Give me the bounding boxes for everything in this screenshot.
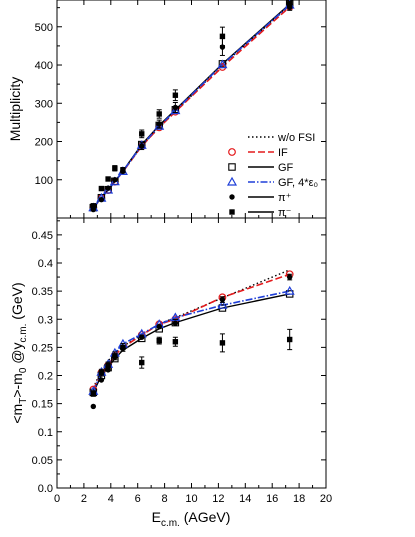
data-point-piplus bbox=[112, 177, 118, 183]
y-tick-label: 0.3 bbox=[38, 314, 53, 326]
legend-label-GF: GF bbox=[278, 162, 294, 174]
data-point-piminus bbox=[105, 176, 111, 182]
legend-label-wofsi: w/o FSI bbox=[277, 132, 315, 144]
data-point-piminus bbox=[156, 337, 162, 344]
legend-marker-GF4 bbox=[226, 176, 238, 186]
data-point-piplus bbox=[98, 377, 105, 383]
series-line-IF bbox=[92, 6, 291, 209]
data-point-piplus bbox=[172, 320, 179, 326]
marker-GF4 bbox=[170, 105, 181, 115]
mean-transverse-mass-panel: 0.0 0.05 0.1 0.15 0.2 0.25 0.3 0.35 0.4 0.45 0 2 4 6 8… bbox=[32, 217, 332, 505]
y-tick-label: 100 bbox=[35, 175, 53, 187]
x-tick-label: 8 bbox=[162, 493, 168, 505]
data-point-piminus bbox=[172, 339, 179, 345]
data-point-piminus bbox=[112, 165, 118, 171]
data-point-piminus bbox=[219, 33, 226, 40]
data-point-piminus bbox=[105, 362, 111, 369]
legend-label-piplus: π⁺ bbox=[278, 192, 292, 204]
multiplicity-panel: 100 200 300 400 500 bbox=[35, 0, 327, 219]
marker-GF4 bbox=[284, 285, 295, 295]
marker-GF4 bbox=[217, 299, 228, 309]
y-tick-label: 500 bbox=[35, 22, 53, 34]
x-tick-label: 18 bbox=[293, 493, 305, 505]
data-point-piminus bbox=[219, 340, 226, 346]
x-tick-label: 6 bbox=[135, 493, 141, 505]
y-tick-label: 400 bbox=[35, 60, 53, 72]
data-point-piminus bbox=[90, 203, 97, 209]
data-point-piminus bbox=[156, 111, 162, 117]
marker-GF4 bbox=[217, 59, 228, 69]
series-line-wofsi bbox=[92, 5, 291, 209]
legend-entry-wofsi: w/o FSI bbox=[248, 132, 315, 144]
legend-entry-IF: IF bbox=[228, 147, 288, 159]
y-tick-label: 0.2 bbox=[38, 371, 53, 383]
data-point-piminus bbox=[90, 390, 97, 397]
y-tick-label: 0.1 bbox=[38, 427, 53, 439]
y-tick-label: 200 bbox=[35, 137, 53, 149]
y-tick-label: 300 bbox=[35, 98, 53, 110]
legend-marker-GF bbox=[228, 163, 236, 171]
legend-label-GF4: GF, 4*ε₀ bbox=[278, 177, 318, 189]
y-tick-label: 0.25 bbox=[32, 342, 53, 354]
legend-entry-piplus: π⁺ bbox=[229, 192, 292, 204]
series-line-GF4 bbox=[92, 4, 291, 209]
legend-marker-piminus bbox=[229, 209, 235, 215]
data-point-piminus bbox=[139, 131, 145, 137]
x-tick-label: 16 bbox=[266, 493, 278, 505]
data-point-piminus bbox=[120, 167, 126, 173]
series-line-wofsi bbox=[92, 269, 290, 389]
y-axis-label-top: Multiplicity bbox=[7, 77, 23, 142]
plot-frame bbox=[56, 217, 327, 489]
data-point-piminus bbox=[139, 359, 145, 366]
legend-entry-GF4: GF, 4*ε₀ bbox=[226, 176, 318, 189]
y-tick-label: 0.05 bbox=[32, 455, 53, 467]
data-point-piplus bbox=[156, 121, 162, 127]
data-point-piplus bbox=[139, 334, 145, 340]
data-point-piminus bbox=[286, 1, 293, 8]
legend-entry-piminus: π⁻ bbox=[229, 207, 292, 219]
y-tick-label: 0.15 bbox=[32, 399, 53, 411]
x-tick-label: 10 bbox=[185, 493, 197, 505]
series-line-IF bbox=[92, 273, 290, 390]
data-point-piplus bbox=[219, 296, 226, 303]
x-tick-label: 0 bbox=[54, 493, 60, 505]
y-axis-label-bottom: <mT​>-m0​ @yc.m.​ (GeV) bbox=[9, 282, 29, 423]
data-point-piminus bbox=[172, 92, 179, 98]
series-line-GF bbox=[92, 3, 291, 209]
data-point-piminus bbox=[120, 344, 126, 351]
data-point-piplus bbox=[172, 104, 179, 111]
y-tick-label: 0.4 bbox=[38, 258, 53, 270]
y-tick-label: 0.45 bbox=[32, 230, 53, 242]
data-point-piplus bbox=[156, 323, 162, 330]
data-point-piplus bbox=[139, 143, 145, 149]
legend-label-IF: IF bbox=[278, 147, 288, 159]
data-point-piplus bbox=[105, 185, 111, 191]
x-tick-label: 14 bbox=[239, 493, 251, 505]
data-point-piplus bbox=[98, 196, 105, 203]
x-tick-label: 12 bbox=[212, 493, 224, 505]
y-tick-label: 0.35 bbox=[32, 286, 53, 298]
data-point-piminus bbox=[112, 353, 118, 359]
x-axis-label: Ec.m. (AGeV) bbox=[152, 509, 231, 529]
legend-entry-GF: GF bbox=[228, 162, 294, 174]
legend-label-piminus: π⁻ bbox=[278, 207, 292, 219]
data-point-piplus bbox=[286, 274, 293, 280]
data-point-piplus bbox=[90, 403, 97, 410]
x-tick-label: 20 bbox=[320, 493, 332, 505]
data-point-piminus bbox=[98, 185, 105, 192]
data-point-piminus bbox=[286, 336, 293, 343]
y-tick-label: 0.0 bbox=[38, 483, 53, 495]
legend: w/o FSI IF GF GF, 4*ε₀ π⁺ π⁻ bbox=[226, 132, 318, 219]
x-tick-label: 2 bbox=[81, 493, 87, 505]
legend-marker-piplus bbox=[229, 194, 235, 200]
x-tick-label: 4 bbox=[108, 493, 114, 505]
legend-marker-IF bbox=[228, 148, 236, 156]
data-point-piminus bbox=[98, 369, 105, 376]
